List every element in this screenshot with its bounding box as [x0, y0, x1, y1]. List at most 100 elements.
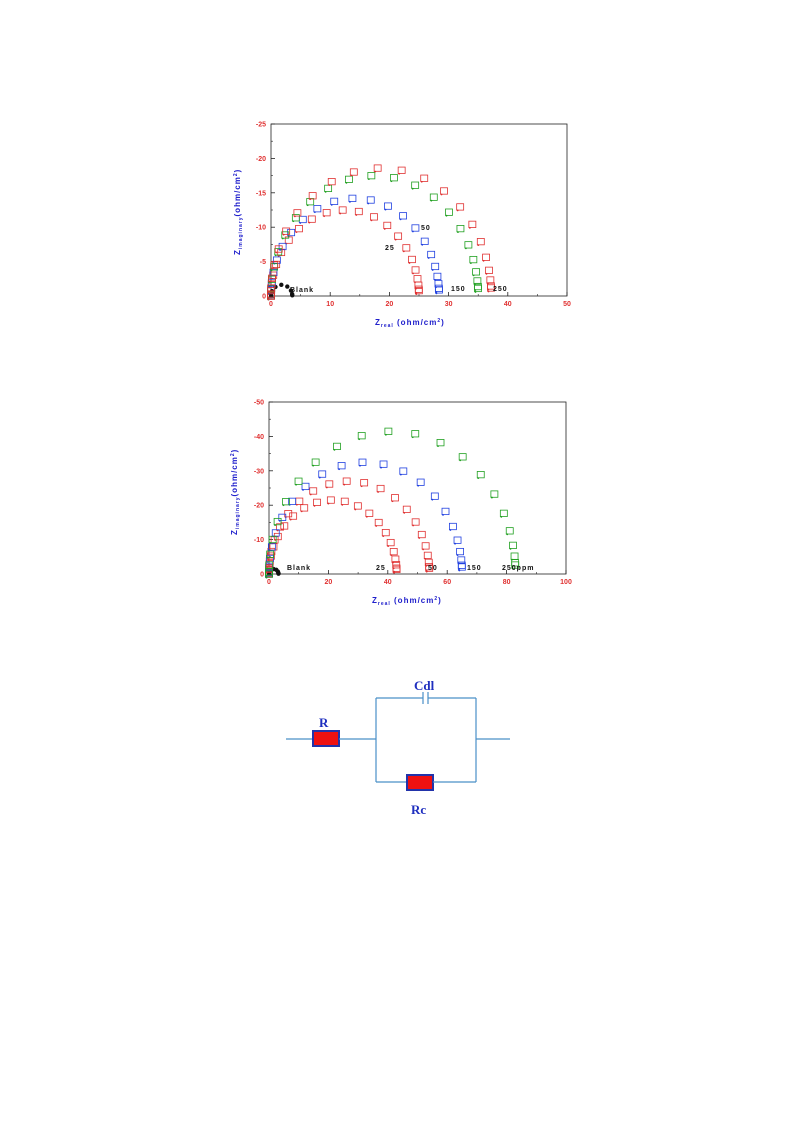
fit-point: [354, 508, 357, 511]
open-square-point: [308, 192, 317, 200]
fit-point: [327, 502, 330, 505]
series-label: 250ppm: [502, 565, 534, 572]
open-square-point: [468, 220, 477, 228]
fit-point: [390, 180, 393, 183]
open-square-point: [276, 523, 284, 531]
y-tick-label: -20: [254, 503, 264, 510]
open-square-point: [425, 564, 434, 572]
open-square-point: [268, 274, 276, 282]
fit-point: [454, 542, 456, 545]
fit-point: [415, 293, 418, 295]
open-square-point: [424, 558, 433, 567]
fit-point: [387, 545, 390, 547]
open-square-point: [399, 212, 407, 220]
fit-point: [425, 570, 428, 573]
x-tick-label: 40: [384, 579, 392, 586]
open-square-point: [330, 197, 339, 205]
open-square-point: [390, 174, 398, 182]
open-square-point: [337, 462, 346, 470]
open-square-point: [440, 187, 448, 195]
open-square-point: [273, 517, 282, 526]
fit-point: [330, 203, 333, 206]
fit-point: [339, 212, 342, 215]
open-square-point: [485, 266, 493, 274]
fit-point: [265, 567, 268, 570]
fit-point: [411, 187, 414, 190]
fit-point: [312, 464, 315, 467]
open-square-point: [383, 221, 392, 230]
fit-point: [464, 247, 467, 250]
fit-point: [383, 228, 386, 230]
fit-point: [425, 569, 428, 572]
fit-point: [412, 230, 414, 233]
open-square-point: [476, 471, 485, 479]
series-labels: Blank 25 50 150 250ppm: [287, 565, 534, 572]
fit-point: [412, 524, 415, 527]
fit-point: [458, 567, 461, 570]
open-square-point: [282, 227, 291, 235]
open-square-point: [499, 509, 508, 517]
open-square-point: [431, 262, 440, 271]
open-square-point: [348, 194, 357, 202]
fit-point: [398, 172, 401, 175]
label-r: R: [319, 715, 329, 730]
label-rc: Rc: [411, 802, 426, 817]
x-tick-label: 20: [386, 301, 394, 308]
fit-point: [292, 220, 295, 223]
open-square-point: [414, 281, 423, 289]
open-square-point: [274, 245, 283, 253]
fit-point: [289, 518, 292, 521]
fit-point: [350, 174, 353, 177]
fit-point: [440, 193, 443, 196]
open-square-point: [414, 287, 423, 295]
open-square-point: [458, 453, 467, 461]
fit-point: [468, 226, 471, 229]
open-square-point: [476, 238, 485, 246]
fit-point: [384, 208, 387, 211]
fit-point: [459, 459, 462, 462]
open-square-point: [309, 487, 318, 495]
open-square-point: [391, 494, 399, 502]
fit-point: [367, 178, 370, 181]
fit-point: [511, 565, 514, 568]
fit-point: [393, 571, 395, 574]
open-square-point: [472, 268, 480, 276]
series-label: 50: [428, 565, 438, 572]
fit-point: [295, 231, 298, 234]
blank-point: [290, 293, 295, 298]
open-square-point: [267, 547, 276, 556]
y-axis-label: Zimaginary(ohm/cm2): [233, 169, 244, 255]
open-square-point: [360, 479, 369, 487]
open-square-point: [333, 442, 341, 451]
blank-point: [276, 571, 281, 576]
open-square-point: [289, 512, 298, 520]
open-square-point: [445, 208, 453, 216]
open-square-point: [453, 536, 462, 544]
open-square-point: [408, 255, 416, 264]
open-square-point: [511, 561, 520, 569]
fit-point: [415, 291, 418, 294]
open-square-point: [473, 277, 482, 285]
open-square-point: [376, 484, 385, 493]
open-square-point: [487, 284, 495, 292]
fit-point: [345, 181, 348, 184]
fit-point: [421, 243, 424, 246]
x-tick-label: 100: [560, 579, 572, 586]
fit-point: [490, 496, 493, 499]
fit-point: [374, 170, 377, 173]
series-label: 150: [451, 286, 466, 293]
y-tick-label: 0: [260, 572, 264, 579]
fit-point: [506, 533, 509, 536]
x-tick-label: 0: [267, 579, 271, 586]
open-square-point: [509, 541, 517, 549]
fit-point: [399, 473, 402, 476]
open-square-point: [366, 196, 375, 204]
open-square-point: [367, 172, 376, 180]
open-square-point: [384, 202, 392, 210]
open-square-point: [266, 552, 275, 560]
open-square-point: [417, 530, 426, 539]
fit-point: [309, 198, 312, 201]
x-tick-label: 30: [445, 301, 453, 308]
fit-point: [274, 254, 277, 257]
